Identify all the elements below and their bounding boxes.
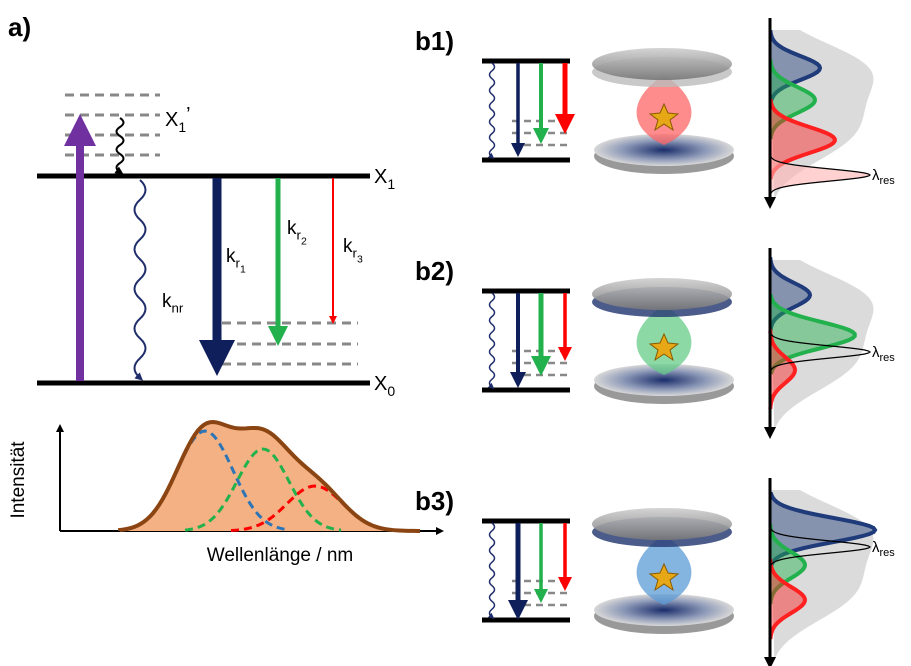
resonance-label: λres (872, 167, 895, 187)
level-label: kr3 (343, 236, 363, 265)
label-sup: ’ (186, 104, 190, 126)
label-base: k (226, 246, 236, 267)
x-axis-label: Wellenlänge / nm (207, 545, 353, 566)
mirror-top (592, 508, 732, 540)
label-subsub: 1 (240, 264, 246, 275)
cavity-panel: b2) λres (415, 248, 895, 433)
y-axis-label: Intensität (8, 441, 29, 519)
level-label: kr1 (226, 246, 246, 275)
panel-label: b3) (415, 486, 454, 516)
label-sub: 1 (387, 176, 395, 192)
mirror-top (592, 48, 732, 80)
label-sub: res (880, 175, 896, 187)
wavy-arrow (117, 118, 124, 172)
label-base: k (287, 218, 297, 239)
mirror-top (592, 278, 732, 310)
label-base: k (162, 291, 172, 312)
label-subsub: 2 (301, 236, 307, 247)
label-sub: res (880, 352, 896, 364)
panel-label: a) (8, 12, 31, 42)
cavity-panel: b3) λres (415, 478, 895, 663)
label-sub: nr (172, 301, 184, 316)
cavity-panels: b1) λres b2) λres b3) λres (415, 18, 895, 663)
panel-label: b2) (415, 256, 454, 286)
label-sub: 1 (178, 119, 186, 135)
resonance-label: λres (872, 539, 895, 559)
level-label: X1’ (165, 104, 191, 135)
label-base: X (374, 166, 387, 188)
label-subsub: 3 (357, 254, 363, 265)
page: a) X1’X1X0knrkr1kr2kr3 Intensität Wellen… (0, 0, 911, 666)
resonance-label: λres (872, 344, 895, 364)
level-label: knr (162, 291, 184, 316)
cavity-panel: b1) λres (415, 18, 895, 205)
label-base: k (343, 236, 353, 257)
figure: a) X1’X1X0knrkr1kr2kr3 Intensität Wellen… (0, 0, 911, 666)
envelope-fill (120, 422, 420, 531)
panel-label: b1) (415, 26, 454, 56)
wavy-arrow (490, 293, 495, 387)
label-base: X (374, 373, 387, 395)
level-label: X1 (374, 166, 395, 192)
level-label: X0 (374, 373, 395, 399)
label-base: X (165, 109, 178, 131)
wavy-arrow (490, 63, 495, 157)
label-sub: res (880, 547, 896, 559)
label-sub: 0 (387, 383, 395, 399)
wavy-arrow (490, 523, 495, 617)
wavy-arrow (135, 180, 146, 378)
level-label: kr2 (287, 218, 307, 247)
